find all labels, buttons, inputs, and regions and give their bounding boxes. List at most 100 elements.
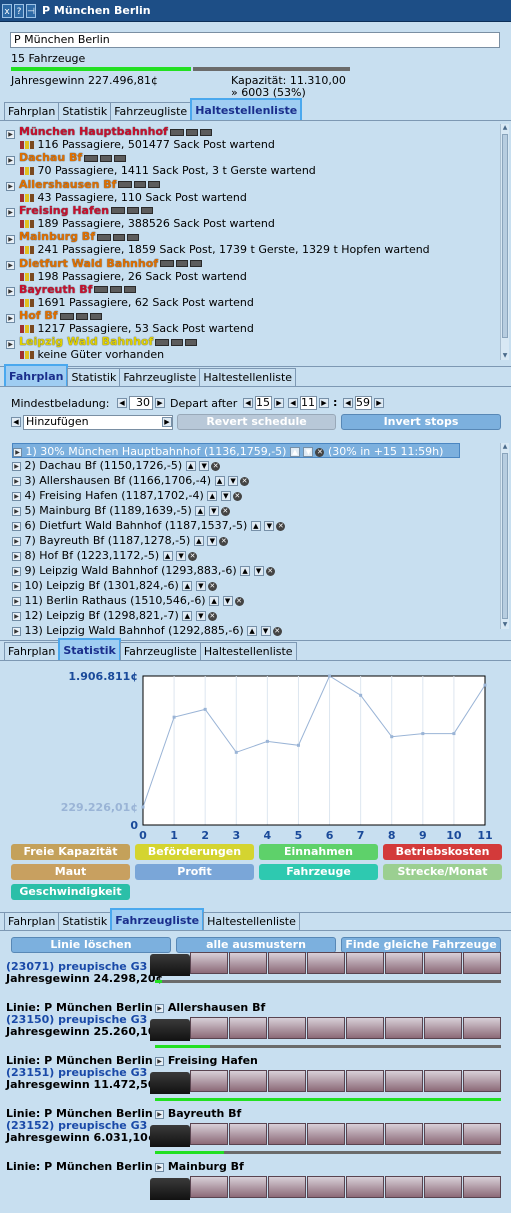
stop-goto-button[interactable]: ▶ [6, 234, 15, 244]
vehicle-row[interactable]: Linie: P München Berlin ▶ Mainburg Bf [0, 1160, 511, 1213]
stop-goto-button[interactable]: ▶ [6, 261, 15, 270]
pin-button[interactable]: ⊣ [26, 3, 36, 18]
legend-toggle-button[interactable]: Geschwindigkeit [11, 884, 130, 900]
delete-entry-icon[interactable]: ✕ [188, 551, 198, 561]
close-button[interactable]: x [2, 3, 12, 18]
move-down-button[interactable]: ▼ [220, 491, 231, 501]
retire-all-button[interactable]: alle ausmustern [176, 937, 336, 953]
schedule-entry[interactable]: ▶ 12) Leipzig Bf (1298,821,-7) ▲ ▼ ✕ [12, 608, 217, 623]
delete-entry-icon[interactable]: ✕ [272, 626, 282, 636]
stop-name[interactable]: Bayreuth Bf [19, 282, 93, 296]
depart-sec-decrease[interactable]: ◀ [343, 398, 353, 408]
schedule-entry[interactable]: ▶ 3) Allershausen Bf (1166,1706,-4) ▲ ▼ ✕ [12, 473, 250, 488]
add-mode-select[interactable]: Hinzufügen [23, 415, 173, 430]
delete-entry-icon[interactable]: ✕ [276, 521, 286, 531]
schedule-goto-button[interactable]: ▶ [12, 551, 21, 561]
legend-toggle-button[interactable]: Freie Kapazität [11, 844, 130, 860]
stop-list-scrollbar[interactable]: ▲ ▼ [500, 124, 509, 360]
move-up-button[interactable]: ▲ [182, 581, 193, 591]
delete-line-button[interactable]: Linie löschen [11, 937, 171, 953]
vehicle-id[interactable]: (23071) preupische G3 [6, 960, 148, 973]
delete-entry-icon[interactable]: ✕ [220, 506, 230, 516]
schedule-entry[interactable]: ▶ 10) Leipzig Bf (1301,824,-6) ▲ ▼ ✕ [12, 578, 217, 593]
tab-statistics-2[interactable]: Statistik [67, 368, 121, 386]
schedule-goto-button[interactable]: ▶ [12, 611, 21, 621]
schedule-goto-button[interactable]: ▶ [12, 536, 21, 546]
tab-vehicle-list-2[interactable]: Fahrzeugliste [119, 368, 201, 386]
tab-stop-list-4[interactable]: Haltestellenliste [203, 912, 300, 930]
stop-name[interactable]: München Hauptbahnhof [19, 125, 168, 138]
depart-sec-increase[interactable]: ▶ [374, 398, 384, 408]
vehicle-graphic[interactable] [150, 1172, 505, 1204]
stop-name[interactable]: Dietfurt Wald Bahnhof [19, 256, 159, 270]
stop-goto-button[interactable]: ▶ [6, 313, 15, 323]
delete-entry-icon[interactable]: ✕ [240, 476, 250, 486]
schedule-entry[interactable]: ▶ 6) Dietfurt Wald Bahnhof (1187,1537,-5… [12, 518, 286, 533]
vehicle-row[interactable]: (23071) preupische G3 Jahresgewinn 24.298… [0, 948, 511, 1001]
depart-min-input[interactable]: 11 [300, 396, 317, 410]
schedule-goto-button[interactable]: ▶ [12, 596, 21, 606]
goto-stop-button[interactable]: ▶ [155, 1162, 164, 1172]
stop-goto-button[interactable]: ▶ [6, 287, 15, 297]
tab-schedule-2[interactable]: Fahrplan [4, 364, 69, 386]
schedule-entry[interactable]: ▶ 2) Dachau Bf (1150,1726,-5) ▲ ▼ ✕ [12, 458, 221, 473]
move-up-button[interactable]: ▲ [193, 536, 204, 546]
move-down-button[interactable]: ▼ [208, 506, 219, 516]
tab-vehicle-list[interactable]: Fahrzeugliste [110, 102, 192, 120]
help-button[interactable]: ? [14, 3, 24, 18]
stop-name[interactable]: Dachau Bf [19, 151, 83, 165]
legend-toggle-button[interactable]: Betriebskosten [383, 844, 502, 860]
stop-goto-button[interactable]: ▶ [6, 182, 15, 192]
schedule-entry[interactable]: ▶ 5) Mainburg Bf (1189,1639,-5) ▲ ▼ ✕ [12, 503, 230, 518]
tab-vehicle-list-4[interactable]: Fahrzeugliste [110, 908, 205, 930]
goto-stop-button[interactable]: ▶ [155, 1056, 164, 1066]
stop-name[interactable]: Leipzig Wald Bahnhof [19, 335, 154, 349]
add-mode-next[interactable]: ▶ [162, 417, 172, 427]
move-up-button[interactable]: ▲ [289, 447, 300, 457]
tab-schedule-4[interactable]: Fahrplan [4, 912, 60, 930]
schedule-goto-button[interactable]: ▶ [12, 506, 21, 516]
delete-entry-icon[interactable]: ✕ [219, 536, 229, 546]
vehicle-id[interactable]: (23152) preupische G3 [6, 1119, 148, 1132]
move-up-button[interactable]: ▲ [209, 596, 220, 606]
tab-stop-list[interactable]: Haltestellenliste [190, 98, 303, 120]
move-up-button[interactable]: ▲ [207, 491, 218, 501]
move-down-button[interactable]: ▼ [253, 566, 264, 576]
schedule-entry[interactable]: ▶ 11) Berlin Rathaus (1510,546,-6) ▲ ▼ ✕ [12, 593, 244, 608]
tab-stop-list-3[interactable]: Haltestellenliste [199, 642, 297, 660]
delete-entry-icon[interactable]: ✕ [315, 447, 325, 457]
depart-min-increase[interactable]: ▶ [319, 398, 329, 408]
depart-sec-input[interactable]: 59 [355, 396, 372, 410]
stop-name[interactable]: Hof Bf [19, 309, 58, 323]
find-same-vehicles-button[interactable]: Finde gleiche Fahrzeuge [341, 937, 501, 953]
delete-entry-icon[interactable]: ✕ [234, 596, 244, 606]
depart-hour-increase[interactable]: ▶ [274, 398, 284, 408]
tab-stop-list-2[interactable]: Haltestellenliste [199, 368, 297, 386]
revert-schedule-button[interactable]: Revert schedule [177, 414, 336, 430]
vehicle-graphic[interactable] [150, 1066, 505, 1098]
depart-hour-input[interactable]: 15 [255, 396, 272, 410]
move-down-button[interactable]: ▼ [207, 536, 218, 546]
schedule-entry[interactable]: ▶ 9) Leipzig Wald Bahnhof (1293,883,-6) … [12, 563, 275, 578]
line-name-input[interactable]: P München Berlin [10, 32, 500, 48]
add-mode-prev[interactable]: ◀ [11, 417, 21, 427]
delete-entry-icon[interactable]: ✕ [232, 491, 242, 501]
move-up-button[interactable]: ▲ [214, 476, 225, 486]
vehicle-graphic[interactable] [150, 948, 505, 980]
invert-stops-button[interactable]: Invert stops [341, 414, 501, 430]
tab-statistics[interactable]: Statistik [58, 102, 112, 120]
stop-name[interactable]: Mainburg Bf [19, 230, 95, 244]
legend-toggle-button[interactable]: Einnahmen [259, 844, 378, 860]
schedule-goto-button[interactable]: ▶ [13, 447, 22, 457]
vehicle-row[interactable]: Linie: P München Berlin (23151) preupisch… [0, 1054, 511, 1107]
stop-goto-button[interactable]: ▶ [6, 155, 15, 165]
move-up-button[interactable]: ▲ [182, 611, 193, 621]
vehicle-graphic[interactable] [150, 1013, 505, 1045]
move-up-button[interactable]: ▲ [247, 626, 258, 636]
min-load-increase[interactable]: ▶ [155, 398, 165, 408]
depart-hour-decrease[interactable]: ◀ [243, 398, 253, 408]
move-up-button[interactable]: ▲ [250, 521, 261, 531]
schedule-entry[interactable]: ▶ 1) 30% München Hauptbahnhof (1136,1759… [12, 443, 460, 458]
legend-toggle-button[interactable]: Maut [11, 864, 130, 880]
move-down-button[interactable]: ▼ [260, 626, 271, 636]
